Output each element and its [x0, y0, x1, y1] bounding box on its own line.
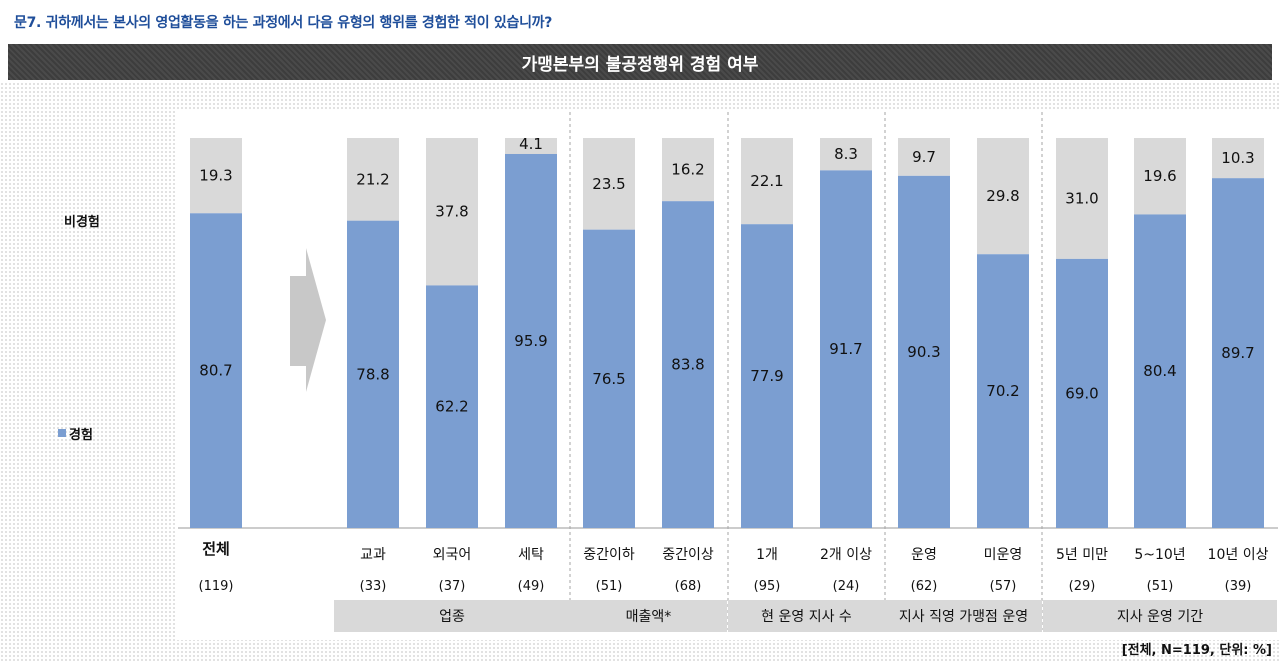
bar-experienced [1212, 178, 1264, 529]
footer-note: [전체, N=119, 단위: %] [1121, 643, 1272, 658]
group-label-box [570, 600, 727, 632]
count-label: (51) [1147, 579, 1174, 594]
value-label-not-experienced: 4.1 [519, 135, 543, 153]
count-label: (33) [360, 579, 387, 594]
value-label-experienced: 89.7 [1221, 344, 1254, 362]
category-label: 1개 [756, 547, 778, 563]
bar-not-experienced [662, 138, 714, 202]
value-label-experienced: 77.9 [750, 367, 783, 385]
value-label-not-experienced: 22.1 [750, 172, 783, 190]
arrow-shape [290, 248, 326, 392]
group-label: 업종 [439, 609, 465, 625]
legend-label-not-experienced: 비경험 [64, 215, 100, 230]
value-label-not-experienced: 10.3 [1221, 149, 1254, 167]
bar-not-experienced [583, 138, 635, 230]
count-label: (49) [518, 579, 545, 594]
bar-not-experienced [741, 138, 793, 225]
category-label: 교과 [360, 547, 386, 563]
bar-not-experienced [190, 138, 242, 214]
category-label: 2개 이상 [820, 547, 872, 563]
value-label-experienced: 95.9 [514, 332, 547, 350]
group-label: 지사 직영 가맹점 운영 [899, 609, 1028, 625]
chart-title-banner: 가맹본부의 불공정행위 경험 여부 [8, 44, 1272, 80]
value-label-not-experienced: 16.2 [671, 161, 704, 179]
count-label: (51) [596, 579, 623, 594]
value-label-not-experienced: 37.8 [435, 203, 468, 221]
bar-experienced [977, 254, 1029, 528]
count-label: (68) [675, 579, 702, 594]
group-label: 매출액* [626, 609, 672, 625]
bar-experienced [426, 285, 478, 528]
bar-experienced [898, 175, 950, 528]
bar-experienced [347, 220, 399, 528]
count-label: (62) [911, 579, 938, 594]
value-label-experienced: 76.5 [592, 370, 625, 388]
group-label-box [334, 600, 570, 632]
legend-label-experienced: 경험 [69, 428, 93, 443]
bar-experienced [1056, 258, 1108, 528]
value-label-experienced: 69.0 [1065, 384, 1098, 402]
bar-not-experienced [347, 138, 399, 221]
value-label-experienced: 80.7 [199, 362, 232, 380]
count-label: (95) [754, 579, 781, 594]
bar-not-experienced [1056, 138, 1108, 259]
category-label: 외국어 [433, 547, 472, 563]
value-label-not-experienced: 31.0 [1065, 189, 1098, 207]
bar-experienced [662, 201, 714, 528]
category-label: 세탁 [518, 547, 544, 563]
category-label: 10년 이상 [1208, 547, 1269, 563]
value-label-not-experienced: 9.7 [912, 148, 936, 166]
category-label: 5~10년 [1134, 547, 1185, 563]
value-label-not-experienced: 19.3 [199, 167, 232, 185]
value-label-not-experienced: 29.8 [986, 187, 1019, 205]
bar-experienced [583, 229, 635, 528]
value-label-experienced: 62.2 [435, 398, 468, 416]
group-label-box [885, 600, 1042, 632]
count-label: (57) [990, 579, 1017, 594]
bar-not-experienced [898, 138, 950, 176]
bar-experienced [820, 170, 872, 528]
category-label: 중간이하 [583, 547, 635, 563]
category-label: 미운영 [984, 547, 1023, 563]
bar-experienced [741, 224, 793, 528]
survey-question: 문7. 귀하께서는 본사의 영업활동을 하는 과정에서 다음 유형의 행위를 경… [14, 15, 553, 31]
value-label-experienced: 70.2 [986, 382, 1019, 400]
count-label: (29) [1069, 579, 1096, 594]
count-label: (39) [1225, 579, 1252, 594]
legend-swatch-experienced [58, 429, 66, 437]
value-label-experienced: 80.4 [1143, 362, 1176, 380]
bar-not-experienced [1212, 138, 1264, 179]
bar-experienced [505, 153, 557, 529]
category-label: 5년 미만 [1056, 547, 1108, 563]
bar-experienced [1134, 214, 1186, 528]
category-label: 전체 [202, 540, 230, 558]
value-label-experienced: 90.3 [907, 343, 940, 361]
group-label: 현 운영 지사 수 [761, 609, 852, 625]
count-label: (37) [439, 579, 466, 594]
group-label-box [1043, 600, 1277, 632]
value-label-not-experienced: 8.3 [834, 145, 858, 163]
group-label: 지사 운영 기간 [1117, 609, 1203, 625]
value-label-not-experienced: 19.6 [1143, 167, 1176, 185]
category-label: 중간이상 [662, 547, 714, 563]
group-label-box [728, 600, 885, 632]
category-label: 운영 [911, 547, 937, 563]
count-label: (119) [199, 579, 234, 594]
bar-experienced [190, 213, 242, 528]
bar-not-experienced [1134, 138, 1186, 215]
value-label-experienced: 91.7 [829, 340, 862, 358]
chart-title: 가맹본부의 불공정행위 경험 여부 [521, 54, 759, 75]
value-label-not-experienced: 23.5 [592, 175, 625, 193]
count-label: (24) [833, 579, 860, 594]
value-label-experienced: 78.8 [356, 365, 389, 383]
value-label-not-experienced: 21.2 [356, 170, 389, 188]
bar-not-experienced [505, 138, 557, 154]
bar-not-experienced [977, 138, 1029, 255]
value-label-experienced: 83.8 [671, 356, 704, 374]
bar-not-experienced [426, 138, 478, 286]
bar-not-experienced [820, 138, 872, 171]
